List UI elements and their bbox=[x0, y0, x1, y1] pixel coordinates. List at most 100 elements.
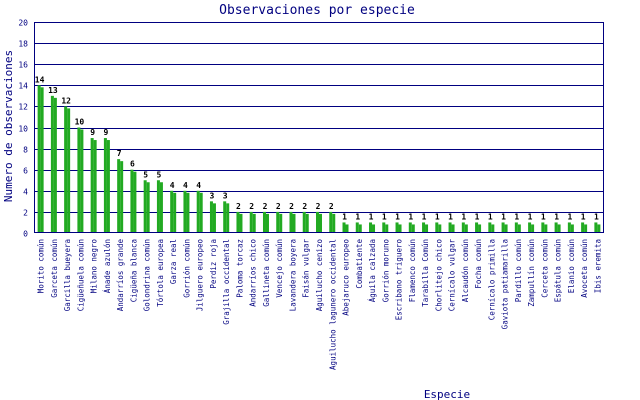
data-label: 1 bbox=[408, 212, 413, 221]
y-tick-label: 0 bbox=[23, 230, 28, 239]
x-tick-label: Garcilla bueyera bbox=[63, 239, 72, 311]
bar bbox=[435, 222, 439, 233]
x-tick-label: Andarríos grande bbox=[116, 239, 125, 312]
bar-shadow bbox=[80, 129, 84, 233]
data-label: 1 bbox=[581, 212, 586, 221]
bar-shadow bbox=[517, 224, 521, 233]
bar bbox=[475, 222, 479, 233]
bar bbox=[528, 222, 532, 233]
bar-shadow bbox=[199, 192, 203, 233]
x-tick-label: Gaviota patiamarilla bbox=[501, 239, 510, 329]
data-label: 1 bbox=[594, 212, 599, 221]
data-label: 1 bbox=[342, 212, 347, 221]
x-tick-label: Golondrina común bbox=[143, 239, 152, 311]
x-axis-label: Especie bbox=[424, 388, 470, 400]
bar-shadow bbox=[491, 224, 495, 233]
bar bbox=[183, 190, 187, 233]
x-tick-label: Cernícalo vulgar bbox=[448, 239, 457, 312]
x-tick-label: Elanio común bbox=[567, 239, 576, 293]
plot-frame bbox=[34, 22, 604, 233]
x-tick-label: Cernícalo primilla bbox=[487, 239, 496, 320]
bar bbox=[594, 222, 598, 233]
y-tick-label: 10 bbox=[18, 125, 28, 134]
bar bbox=[408, 222, 412, 233]
data-label: 2 bbox=[316, 202, 321, 211]
bar-shadow bbox=[186, 192, 190, 233]
x-tick-label: Combatiente bbox=[355, 239, 364, 289]
x-tick-label: Tarabilla Común bbox=[421, 239, 430, 307]
data-label: 1 bbox=[461, 212, 466, 221]
bar-shadow bbox=[53, 97, 57, 233]
y-tick-labels: 0 2 4 6 8 10 12 14 16 18 20 bbox=[18, 19, 28, 239]
data-label: 13 bbox=[48, 86, 58, 95]
x-tick-label: Águila calzada bbox=[368, 239, 377, 302]
bar bbox=[448, 222, 452, 233]
x-tick-label: Alcaudón común bbox=[461, 239, 470, 302]
x-tick-label: Flamenco común bbox=[408, 239, 417, 302]
bar bbox=[117, 159, 121, 233]
data-label: 1 bbox=[448, 212, 453, 221]
bar-shadow bbox=[464, 224, 468, 233]
data-label: 1 bbox=[435, 212, 440, 221]
x-tick-label: Abejaruco europeo bbox=[342, 239, 351, 316]
bar bbox=[488, 222, 492, 233]
bar-shadow bbox=[67, 108, 71, 233]
bar-shadow bbox=[385, 224, 389, 233]
bar-shadow bbox=[120, 161, 124, 233]
x-tick-label: Zampullín común bbox=[527, 239, 536, 307]
bar-shadow bbox=[159, 182, 163, 233]
x-tick-label: Morito común bbox=[37, 239, 46, 293]
bar bbox=[567, 222, 571, 233]
bar bbox=[541, 222, 545, 233]
bar bbox=[501, 222, 505, 233]
x-tick-label: Ibis eremita bbox=[593, 239, 602, 293]
bar bbox=[395, 222, 399, 233]
bar bbox=[196, 190, 200, 233]
y-tick-label: 2 bbox=[23, 209, 28, 218]
bar-shadow bbox=[279, 213, 283, 233]
x-tick-label: Vencejo común bbox=[275, 239, 284, 298]
bar-shadow bbox=[239, 213, 243, 233]
bar-shadow bbox=[531, 224, 535, 233]
x-tick-label: Gallineta común bbox=[262, 239, 271, 307]
y-tick-label: 20 bbox=[18, 19, 28, 28]
data-label: 1 bbox=[554, 212, 559, 221]
bar-shadow bbox=[451, 224, 455, 233]
bar-shadow bbox=[478, 224, 482, 233]
bar bbox=[554, 222, 558, 233]
bar bbox=[103, 138, 107, 233]
x-tick-label: Ánade azulón bbox=[103, 239, 112, 293]
data-label: 9 bbox=[90, 128, 95, 137]
x-tick-label: Avoceta común bbox=[580, 239, 589, 298]
bar-shadow bbox=[133, 171, 137, 233]
x-tick-label: Gorrión común bbox=[182, 239, 191, 298]
bars bbox=[37, 85, 601, 233]
bar-shadow bbox=[358, 224, 362, 233]
data-label: 1 bbox=[355, 212, 360, 221]
data-label: 1 bbox=[422, 212, 427, 221]
bar-shadow bbox=[584, 224, 588, 233]
chart-title: Observaciones por especie bbox=[219, 3, 415, 18]
bar-shadow bbox=[411, 224, 415, 233]
bar bbox=[130, 169, 134, 233]
data-label: 4 bbox=[183, 181, 188, 190]
x-tick-label: Cerceta común bbox=[540, 239, 549, 298]
bar bbox=[342, 222, 346, 233]
bar bbox=[249, 211, 253, 233]
bar bbox=[143, 180, 147, 233]
bar bbox=[223, 201, 227, 233]
y-axis-label: Numero de observaciones bbox=[2, 50, 15, 202]
data-label: 2 bbox=[249, 202, 254, 211]
y-tick-label: 18 bbox=[18, 40, 28, 49]
y-tick-label: 16 bbox=[18, 61, 28, 70]
x-tick-label: Focha común bbox=[474, 239, 483, 289]
bar-shadow bbox=[372, 224, 376, 233]
bar bbox=[236, 211, 240, 233]
bar bbox=[581, 222, 585, 233]
bar bbox=[276, 211, 280, 233]
bar bbox=[461, 222, 465, 233]
x-tick-label: Milano negro bbox=[90, 239, 99, 294]
x-tick-label: Faisán vulgar bbox=[302, 239, 311, 298]
data-label: 2 bbox=[276, 202, 281, 211]
